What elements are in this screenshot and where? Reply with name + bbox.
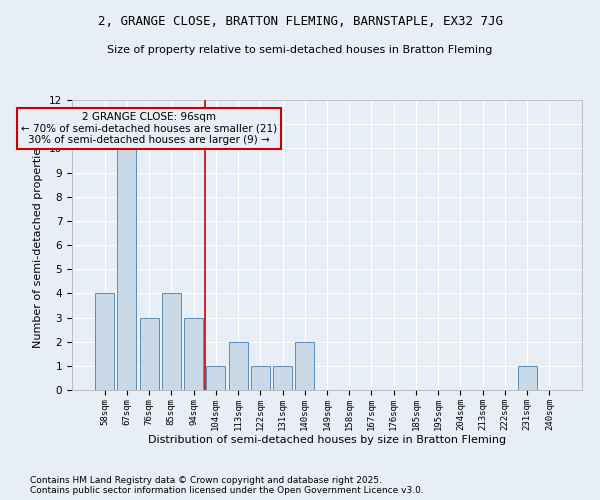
Bar [229, 342, 248, 390]
Bar [140, 318, 158, 390]
Y-axis label: Number of semi-detached properties: Number of semi-detached properties [34, 142, 43, 348]
Text: Size of property relative to semi-detached houses in Bratton Fleming: Size of property relative to semi-detach… [107, 45, 493, 55]
Bar [251, 366, 270, 390]
Bar [118, 148, 136, 390]
Bar [95, 294, 114, 390]
Bar [273, 366, 292, 390]
Bar [518, 366, 536, 390]
Bar [162, 294, 181, 390]
Text: Contains HM Land Registry data © Crown copyright and database right 2025.
Contai: Contains HM Land Registry data © Crown c… [30, 476, 424, 495]
Text: 2, GRANGE CLOSE, BRATTON FLEMING, BARNSTAPLE, EX32 7JG: 2, GRANGE CLOSE, BRATTON FLEMING, BARNST… [97, 15, 503, 28]
Bar [206, 366, 225, 390]
X-axis label: Distribution of semi-detached houses by size in Bratton Fleming: Distribution of semi-detached houses by … [148, 436, 506, 446]
Bar [295, 342, 314, 390]
Text: 2 GRANGE CLOSE: 96sqm
← 70% of semi-detached houses are smaller (21)
30% of semi: 2 GRANGE CLOSE: 96sqm ← 70% of semi-deta… [21, 112, 277, 146]
Bar [184, 318, 203, 390]
